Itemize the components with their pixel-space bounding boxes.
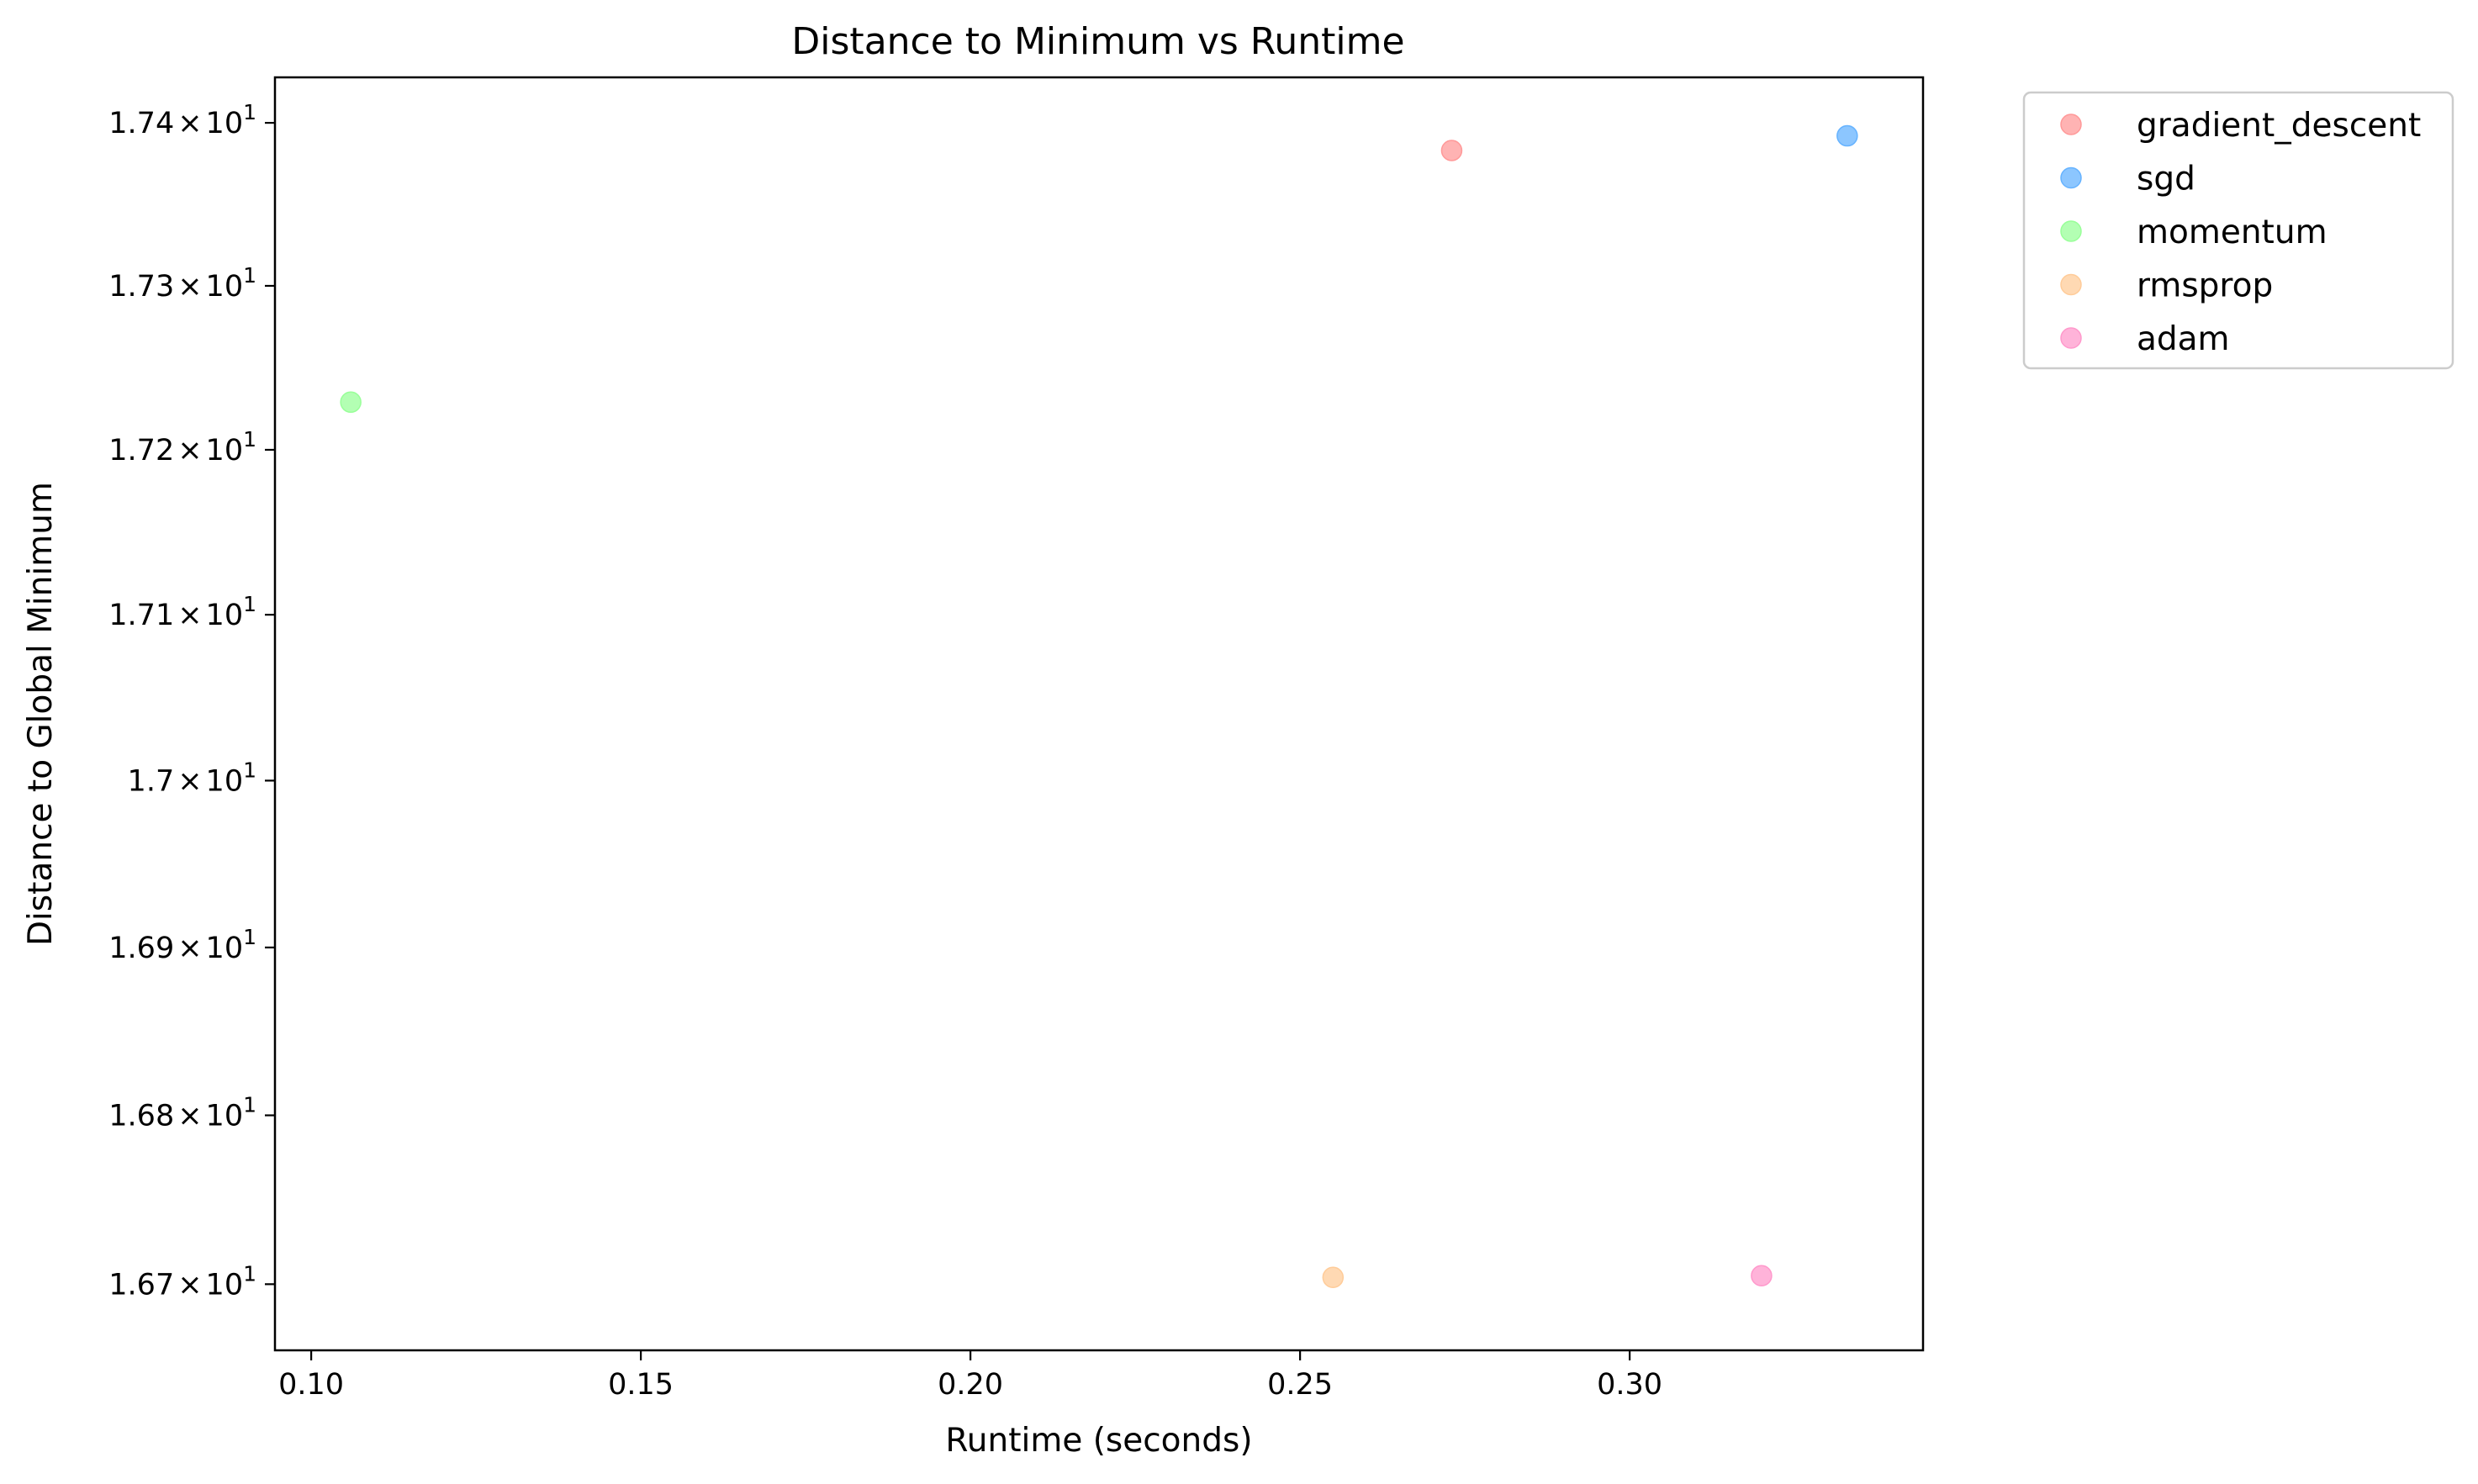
legend-marker (2060, 273, 2082, 296)
data-point-adam (1751, 1265, 1773, 1287)
legend-marker (2060, 114, 2082, 135)
x-tick-label: 0.15 (608, 1368, 674, 1402)
y-tick-label: 1.68 × 101 (108, 1093, 256, 1133)
legend-label: gradient_descent (2137, 107, 2421, 145)
x-axis-label: Runtime (seconds) (945, 1422, 1252, 1460)
chart-title: Distance to Minimum vs Runtime (791, 20, 1404, 63)
data-point-rmsprop (1322, 1266, 1345, 1289)
y-tick-label: 1.74 × 101 (108, 100, 256, 140)
y-tick-label: 1.73 × 101 (108, 263, 256, 304)
y-tick-label: 1.72 × 101 (108, 427, 256, 467)
legend-label: momentum (2137, 214, 2327, 251)
data-point-gradient-descent (1440, 140, 1463, 161)
legend-marker (2060, 220, 2082, 242)
legend-frame (2022, 91, 2454, 370)
legend-marker (2060, 327, 2082, 349)
x-tick-label: 0.25 (1267, 1368, 1333, 1402)
x-tick-label: 0.20 (938, 1368, 1003, 1402)
data-point-momentum (340, 391, 362, 414)
y-axis-label: Distance to Global Minimum (22, 482, 60, 946)
x-tick-label: 0.30 (1597, 1368, 1662, 1402)
y-tick-label: 1.69 × 101 (108, 925, 256, 965)
legend-label: rmsprop (2137, 267, 2273, 305)
x-axis: 0.10 0.15 0.20 0.25 0.30 (278, 1350, 1662, 1402)
legend-marker (2060, 166, 2082, 189)
x-tick-label: 0.10 (278, 1368, 344, 1402)
y-axis: 1.67 × 101 1.68 × 101 1.69 × 101 1.7 × 101 1.71 × 101 1… (108, 100, 275, 1302)
y-tick-label: 1.71 × 101 (108, 592, 256, 632)
legend-label: adam (2137, 320, 2230, 358)
y-tick-label: 1.7 × 101 (128, 758, 256, 798)
y-tick-label: 1.67 × 101 (108, 1261, 256, 1302)
data-points (340, 124, 1858, 1289)
plot-frame (273, 76, 1925, 1352)
plot-area (273, 76, 1925, 1352)
legend-label: sgd (2137, 161, 2195, 198)
data-point-sgd (1836, 124, 1858, 147)
